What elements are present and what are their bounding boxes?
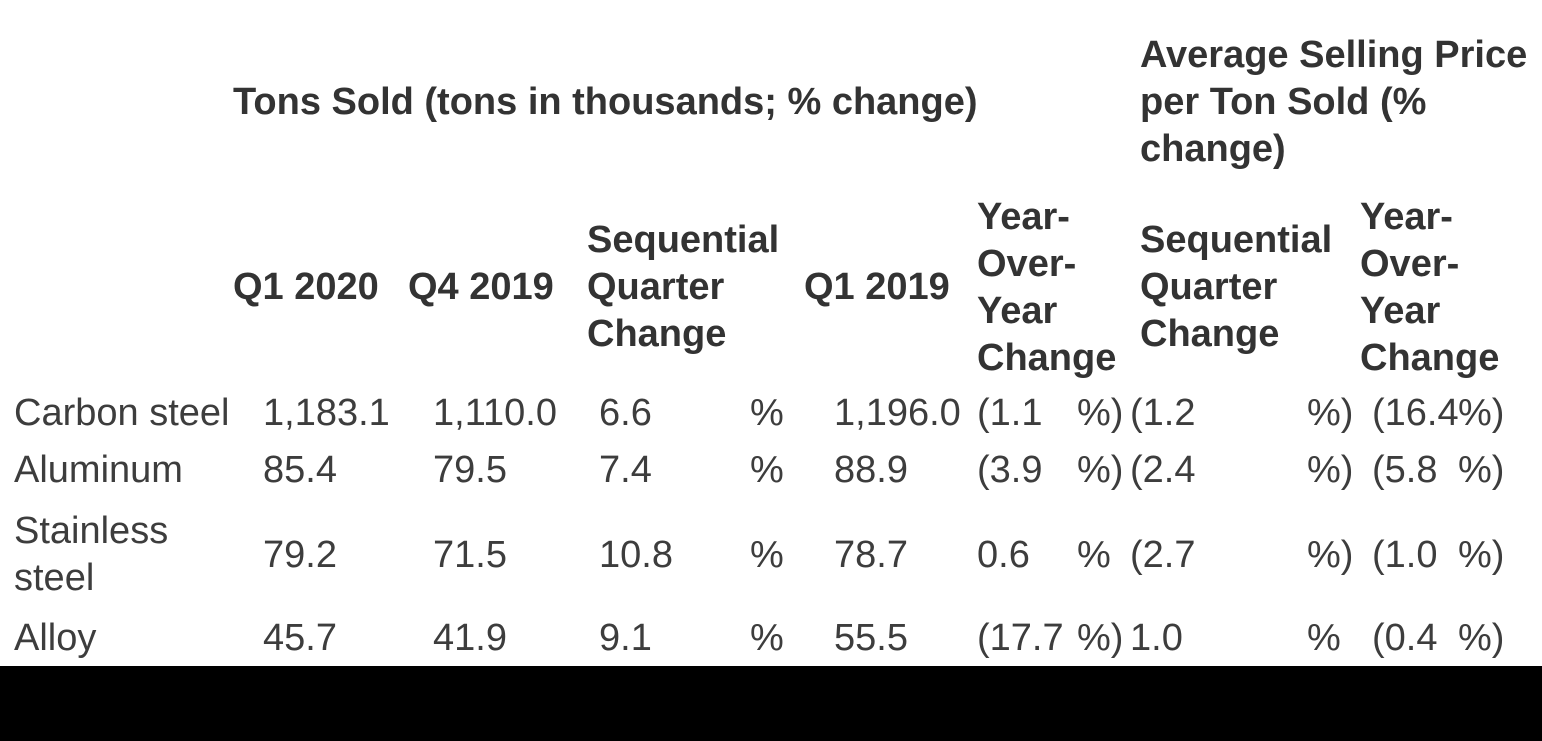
- value-cell-seq-change: 9.1: [599, 617, 652, 659]
- group-header-tons-sold: Tons Sold (tons in thousands; % change): [233, 80, 978, 123]
- percent-cell-yoy-change: %): [1077, 617, 1124, 659]
- value-cell-yoy-change: (3.9: [977, 449, 1043, 491]
- group-header-average-selling-price: Average Selling Price per Ton Sold (% ch…: [1140, 33, 1528, 170]
- percent-cell-yoy-change: %): [1077, 449, 1124, 491]
- value-cell-seq-change: 7.4: [599, 449, 652, 491]
- value-cell-q1-2020: 1,183.1: [263, 392, 390, 434]
- value-cell-q1-2020: 79.2: [263, 533, 337, 576]
- percent-cell-seq-change: %: [750, 392, 784, 434]
- value-cell-q1-2019: 78.7: [834, 533, 908, 576]
- column-header-sequential-quarter-change-tons: Sequential Quarter Change: [587, 219, 780, 355]
- value-cell-seq-change: 6.6: [599, 392, 652, 434]
- value-cell-q1-2019: 88.9: [834, 449, 908, 491]
- row-label: Carbon steel: [14, 392, 230, 434]
- table-row-alloy: Alloy 45.7 41.9 9.1 % 55.5 (17.7 %) 1.0 …: [0, 611, 1542, 666]
- value-cell-asp-seq-change: (1.2: [1130, 392, 1196, 434]
- value-cell-q1-2019: 1,196.0: [834, 392, 961, 434]
- value-cell-q4-2019: 71.5: [433, 533, 507, 576]
- percent-cell-seq-change: %: [750, 449, 784, 491]
- table-row-aluminum: Aluminum 85.4 79.5 7.4 % 88.9 (3.9 %) (2…: [0, 442, 1542, 499]
- value-cell-asp-seq-change: (2.7: [1130, 533, 1196, 576]
- percent-cell-asp-yoy-change: %): [1458, 449, 1505, 491]
- value-cell-q1-2020: 45.7: [263, 617, 337, 659]
- percent-cell-asp-yoy-change: %): [1458, 533, 1505, 576]
- value-cell-asp-yoy-change: (1.0: [1372, 533, 1438, 576]
- percent-cell-asp-seq-change: %): [1307, 533, 1354, 576]
- value-cell-q4-2019: 41.9: [433, 617, 507, 659]
- table-row-stainless-steel: Stainless steel 79.2 71.5 10.8 % 78.7 0.…: [0, 499, 1542, 611]
- column-header-q1-2020: Q1 2020: [233, 266, 379, 308]
- corner-spacer: [0, 0, 233, 190]
- value-cell-q1-2020: 85.4: [263, 449, 337, 491]
- value-cell-asp-yoy-change: (0.4: [1372, 617, 1438, 659]
- value-cell-yoy-change: 0.6: [977, 533, 1030, 576]
- column-header-year-over-year-change-asp: Year- Over- Year Change: [1360, 195, 1500, 379]
- value-cell-asp-yoy-change: (16.4: [1372, 392, 1459, 434]
- column-header-year-over-year-change-tons: Year- Over- Year Change: [977, 195, 1117, 379]
- table-row-carbon-steel: Carbon steel 1,183.1 1,110.0 6.6 % 1,196…: [0, 385, 1542, 442]
- row-label: Aluminum: [14, 449, 183, 491]
- value-cell-yoy-change: (1.1: [977, 392, 1043, 434]
- percent-cell-asp-yoy-change: %): [1458, 617, 1505, 659]
- bottom-black-bar: [0, 666, 1542, 741]
- value-cell-yoy-change: (17.7: [977, 617, 1064, 659]
- metals-volume-price-table: Tons Sold (tons in thousands; % change) …: [0, 0, 1542, 666]
- percent-cell-yoy-change: %: [1077, 533, 1111, 576]
- percent-cell-seq-change: %: [750, 617, 784, 659]
- column-header-q4-2019: Q4 2019: [408, 266, 554, 308]
- value-cell-asp-seq-change: 1.0: [1130, 617, 1183, 659]
- group-header-row: Tons Sold (tons in thousands; % change) …: [0, 0, 1542, 190]
- column-header-row: Q1 2020 Q4 2019 Sequential Quarter Chang…: [0, 190, 1542, 385]
- column-header-q1-2019: Q1 2019: [804, 266, 950, 308]
- percent-cell-asp-yoy-change: %): [1458, 392, 1505, 434]
- row-label: Alloy: [14, 617, 97, 659]
- value-cell-seq-change: 10.8: [599, 533, 673, 576]
- value-cell-q4-2019: 79.5: [433, 449, 507, 491]
- percent-cell-asp-seq-change: %: [1307, 617, 1341, 659]
- percent-cell-asp-seq-change: %): [1307, 392, 1354, 434]
- value-cell-q4-2019: 1,110.0: [433, 392, 557, 434]
- percent-cell-asp-seq-change: %): [1307, 449, 1354, 491]
- value-cell-asp-seq-change: (2.4: [1130, 449, 1196, 491]
- percent-cell-seq-change: %: [750, 533, 784, 576]
- percent-cell-yoy-change: %): [1077, 392, 1124, 434]
- row-label-spacer: [0, 190, 233, 385]
- value-cell-q1-2019: 55.5: [834, 617, 908, 659]
- column-header-sequential-quarter-change-asp: Sequential Quarter Change: [1140, 219, 1333, 355]
- row-label: Stainless steel: [14, 510, 169, 599]
- value-cell-asp-yoy-change: (5.8: [1372, 449, 1438, 491]
